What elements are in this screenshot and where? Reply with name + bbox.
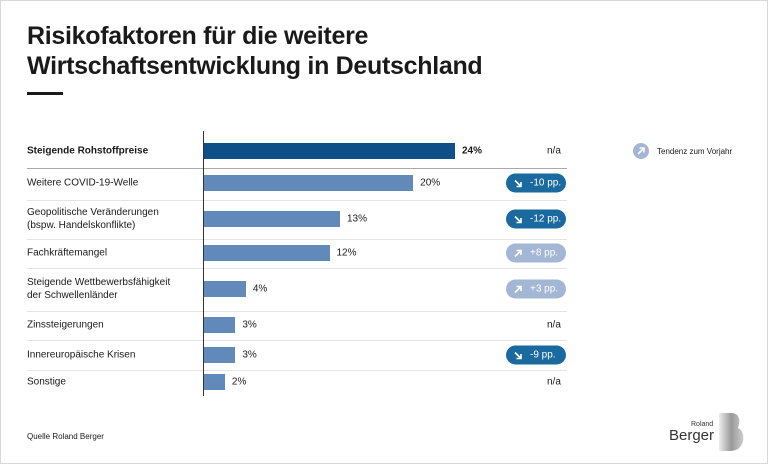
category-label-line: Weitere COVID-19-Welle <box>27 177 139 189</box>
trend-down-icon <box>514 351 522 359</box>
bar <box>204 317 236 333</box>
category-label-line: Zinssteigerungen <box>27 319 104 331</box>
category-label-line: Steigende Rohstoffpreise <box>27 145 149 157</box>
trend-label: -10 pp. <box>530 177 562 189</box>
logo-line-2: Berger <box>669 427 715 444</box>
row-divider <box>27 168 567 169</box>
row-divider <box>27 340 567 341</box>
trend-na: n/a <box>547 376 561 388</box>
category-label-line: (bspw. Handelskonflikte) <box>27 220 136 231</box>
trend-label: -12 pp. <box>530 213 562 225</box>
trend-label: +3 pp. <box>530 283 559 295</box>
category-label: Sonstige <box>27 376 66 389</box>
value-label: 12% <box>336 247 357 259</box>
category-label-line: Fachkräftemangel <box>27 247 108 259</box>
trend-badge: -9 pp. <box>506 345 566 365</box>
trend-badge: -12 pp. <box>506 209 566 229</box>
legend: Tendenz zum Vorjahr <box>633 143 732 159</box>
bar <box>204 374 225 390</box>
value-label: 13% <box>346 213 367 225</box>
logo-b-mark <box>719 413 744 451</box>
trend-up-icon <box>633 143 649 159</box>
title-line-1: Risikofaktoren für die weitere <box>27 22 369 50</box>
row-divider <box>27 370 567 371</box>
trend-up-icon <box>514 249 522 257</box>
trend-up-icon <box>514 285 522 293</box>
trend-label: +8 pp. <box>530 247 559 259</box>
title-line-2: Wirtschaftsentwicklung in Deutschland <box>27 52 483 80</box>
bar <box>204 347 236 363</box>
trend-na: n/a <box>547 145 561 157</box>
category-label-line: Steigende Wettbewerbsfähigkeit <box>27 277 171 288</box>
category-label: Innereuropäische Krisen <box>27 349 135 362</box>
category-label: Fachkräftemangel <box>27 247 107 260</box>
bar <box>204 175 414 191</box>
category-label-line: der Schwellenländer <box>27 290 118 301</box>
bar <box>204 143 455 159</box>
trend-label: -9 pp. <box>530 349 556 361</box>
bar <box>204 281 246 297</box>
category-label: Geopolitische Veränderungen (bspw. Handel… <box>27 206 159 232</box>
legend-label: Tendenz zum Vorjahr <box>657 146 733 156</box>
category-label-line: Innereuropäische Krisen <box>27 349 136 361</box>
title-rule <box>27 92 63 95</box>
trend-down-icon <box>514 179 522 187</box>
trend-down-icon <box>514 215 522 223</box>
chart-title: Risikofaktoren für die weitere Wirtschaf… <box>27 21 483 81</box>
category-label: Weitere COVID-19-Welle <box>27 177 138 190</box>
bar <box>204 245 330 261</box>
value-label: 24% <box>462 145 483 157</box>
value-label: 20% <box>420 177 441 189</box>
value-label: 2% <box>231 376 247 388</box>
row-divider <box>27 311 567 312</box>
category-label-line: Sonstige <box>27 376 66 388</box>
trend-na: n/a <box>547 319 561 331</box>
source-note: Quelle Roland Berger <box>27 432 104 441</box>
trend-badge: +3 pp. <box>506 279 566 299</box>
trend-badge: -10 pp. <box>506 173 566 193</box>
row-divider <box>27 200 567 201</box>
row-divider <box>27 239 567 240</box>
trend-badge: +8 pp. <box>506 243 566 263</box>
value-label: 3% <box>242 319 257 331</box>
logo-line-1: Roland <box>691 421 714 428</box>
row-divider <box>27 268 567 269</box>
category-label: Steigende Rohstoffpreise <box>27 145 148 158</box>
value-label: 4% <box>252 283 268 295</box>
category-label: Zinssteigerungen <box>27 319 104 332</box>
y-axis-line <box>203 131 204 396</box>
category-label: Steigende Wettbewerbsfähigkeit der Schwel… <box>27 276 170 302</box>
bar <box>204 211 340 227</box>
category-label-line: Geopolitische Veränderungen <box>27 207 159 218</box>
value-label: 3% <box>242 349 257 361</box>
